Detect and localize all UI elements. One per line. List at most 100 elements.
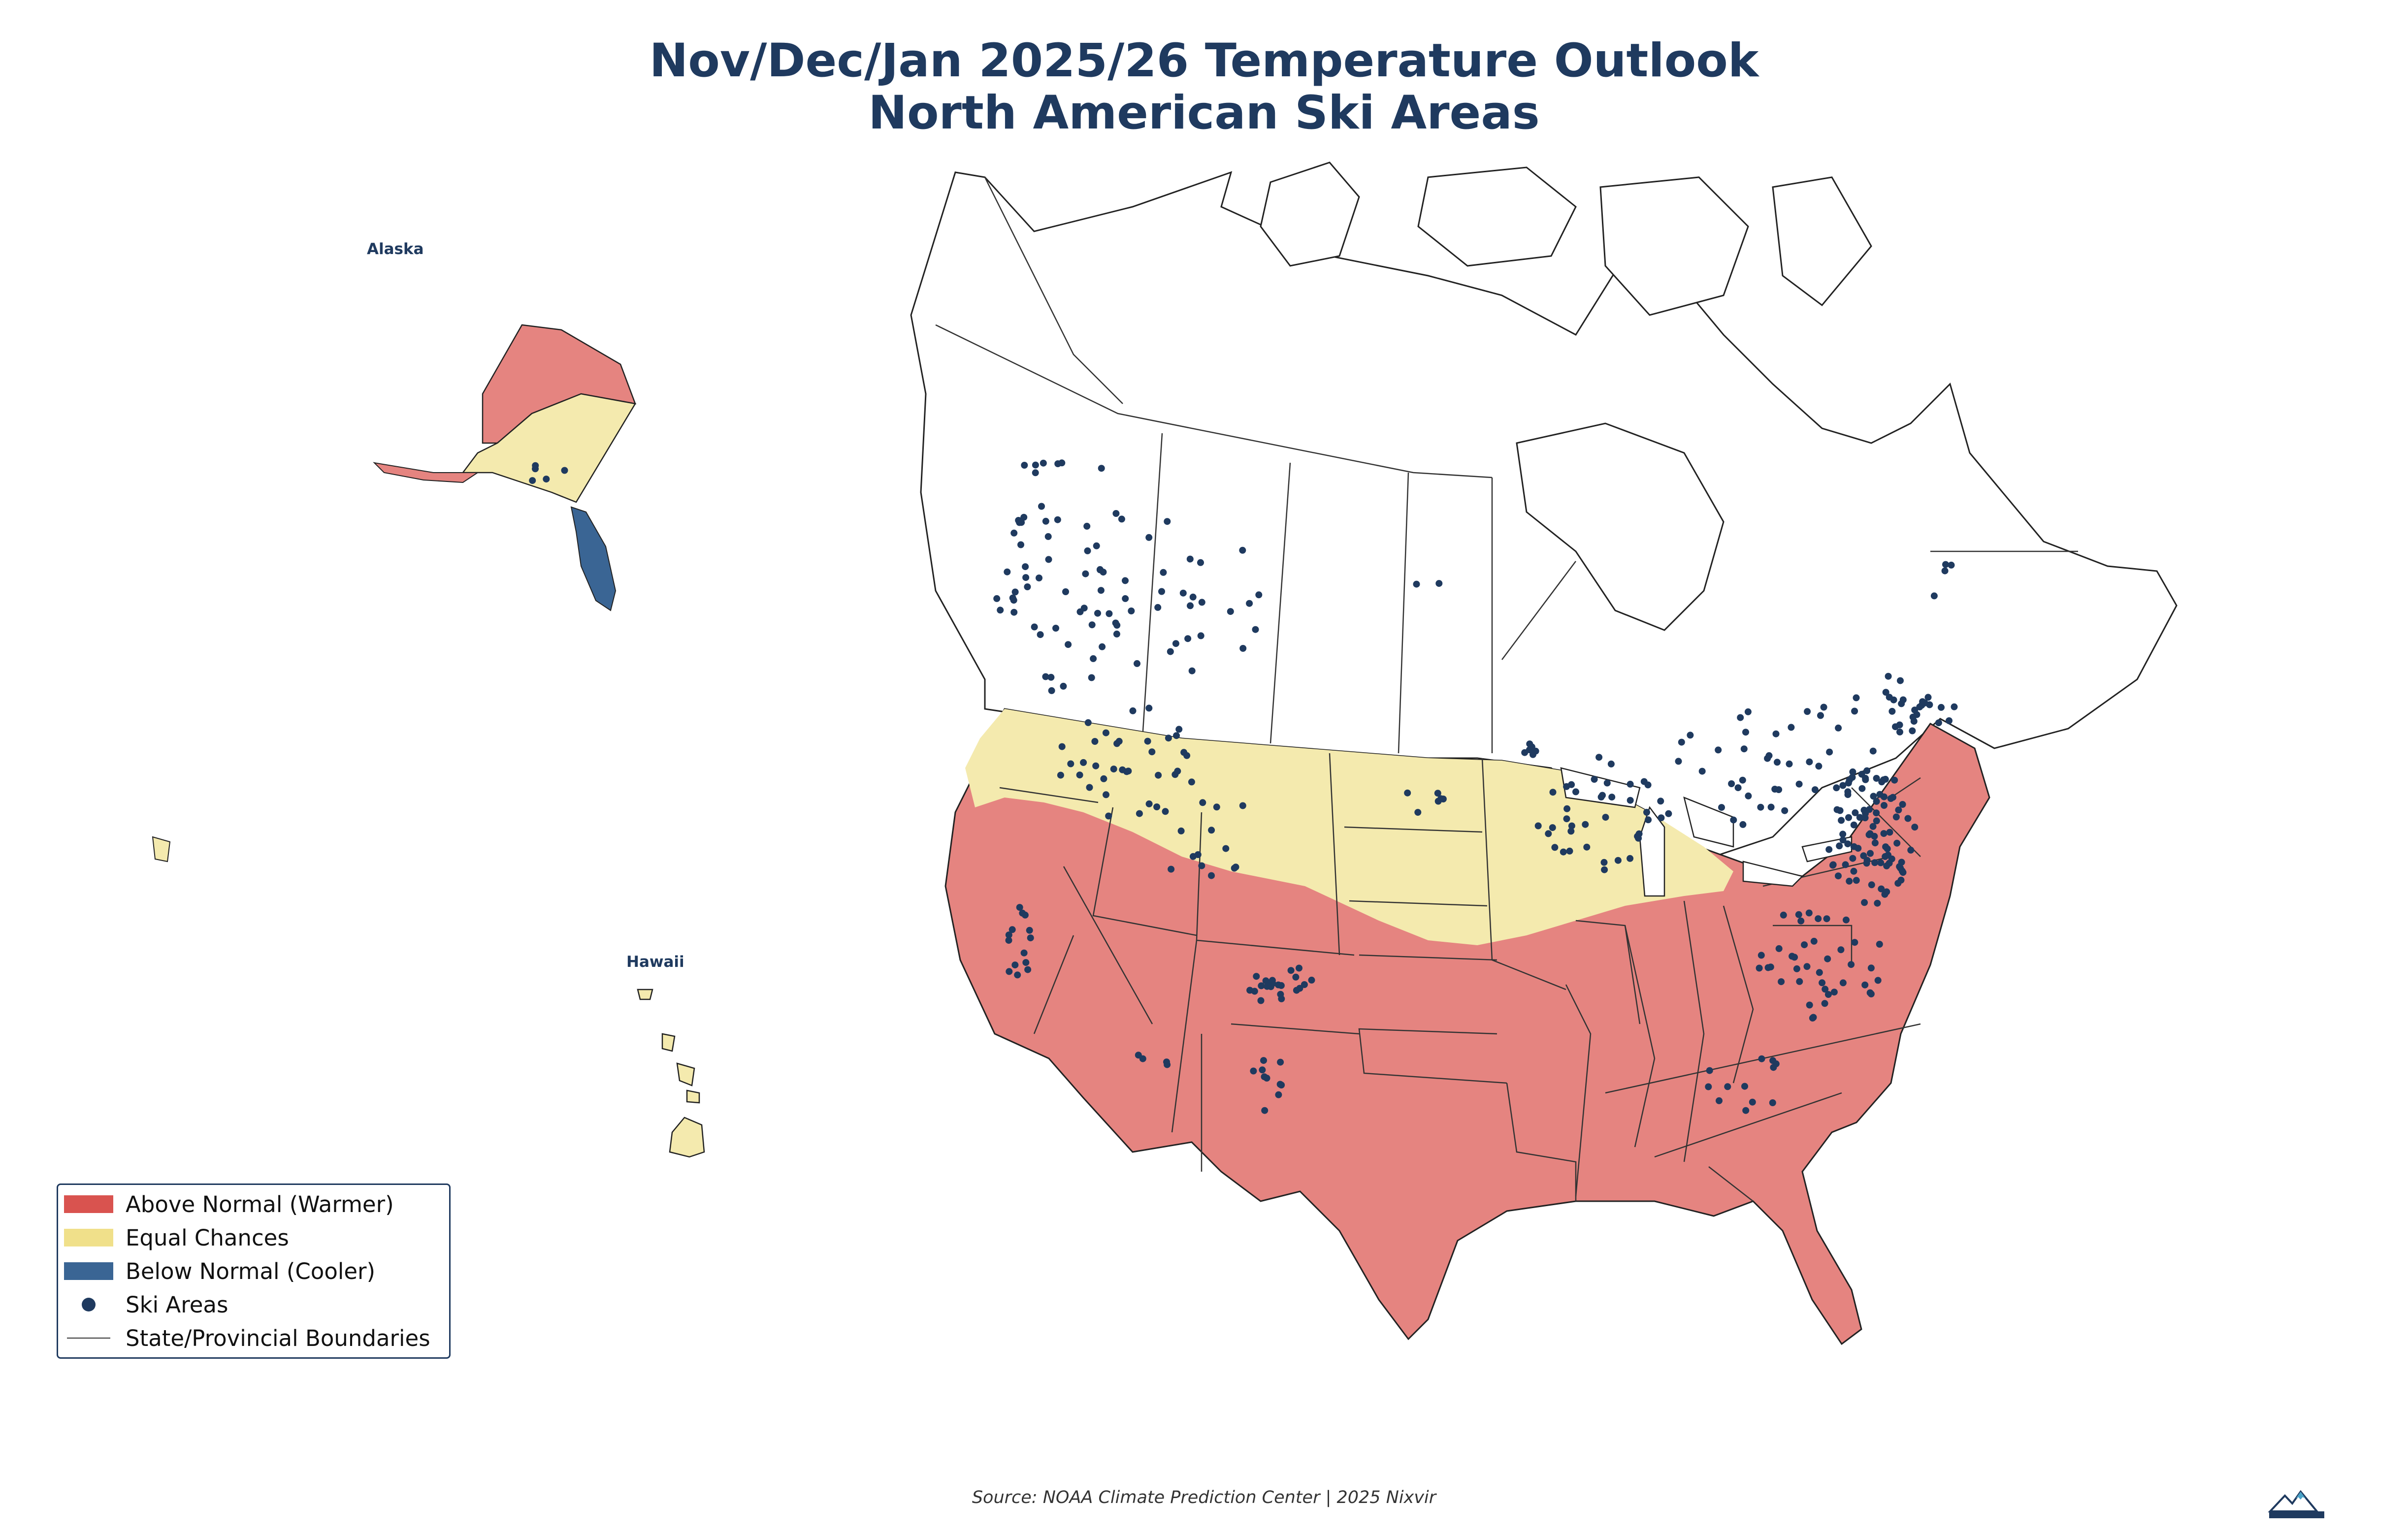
- ski-area-dot: [1899, 801, 1906, 808]
- ski-area-dot: [1826, 748, 1833, 756]
- ski-area-dot: [1911, 824, 1919, 831]
- ski-area-dot: [1756, 964, 1763, 972]
- ski-area-dot: [1054, 460, 1062, 467]
- ski-area-dot: [1208, 827, 1215, 834]
- ski-area-dot: [1795, 780, 1803, 788]
- ski-area-dot: [1549, 824, 1556, 831]
- ski-area-dot: [1767, 963, 1774, 971]
- ski-area-dot: [1678, 738, 1685, 746]
- ski-area-dot: [1842, 861, 1849, 868]
- ski-area-dot: [1895, 806, 1902, 814]
- ski-area-dot: [1658, 814, 1665, 822]
- ski-area-dot: [1199, 799, 1206, 806]
- ski-area-dot: [1846, 877, 1853, 885]
- ski-area-dot: [1899, 696, 1907, 703]
- ski-area-dot: [1739, 821, 1747, 828]
- ski-area-dot: [1801, 941, 1808, 949]
- ski-area-dot: [1568, 822, 1575, 830]
- ski-area-dot: [1060, 682, 1067, 690]
- ski-area-dot: [1563, 805, 1571, 812]
- ski-area-dot: [1599, 792, 1606, 799]
- ski-area-dot: [561, 467, 568, 474]
- ski-area-dot: [1022, 563, 1029, 571]
- ski-area-dot: [1796, 978, 1803, 985]
- ski-area-dot: [1024, 583, 1031, 590]
- ski-area-dot: [1741, 1083, 1748, 1090]
- ski-area-dot: [1208, 872, 1215, 879]
- ski-area-dot: [1853, 694, 1860, 702]
- ski-area-dot: [1103, 791, 1109, 799]
- ski-area-dot: [1758, 1055, 1765, 1062]
- ski-area-dot: [1037, 631, 1044, 639]
- ski-area-dot: [1011, 961, 1019, 969]
- ski-area-dot: [1278, 995, 1285, 1002]
- alaska-equal-chances: [461, 393, 637, 503]
- ski-area-dot: [1239, 546, 1246, 554]
- ski-area-dot: [1665, 810, 1672, 817]
- ski-area-dot: [1119, 766, 1126, 773]
- ski-area-dot: [1011, 588, 1019, 596]
- ski-area-dot: [1276, 1081, 1284, 1088]
- ski-area-dot: [1187, 602, 1194, 609]
- hawaii-equal-chances: [637, 989, 705, 1158]
- ski-area-dot: [1568, 781, 1575, 788]
- ski-area-dot: [1144, 737, 1151, 745]
- ski-area-dot: [1899, 869, 1907, 876]
- ski-area-dot: [1930, 592, 1938, 600]
- ski-area-dot: [1839, 979, 1847, 987]
- ski-area-dot: [1032, 461, 1039, 469]
- ski-area-dot: [1252, 626, 1259, 633]
- ski-area-dot: [1706, 1067, 1713, 1074]
- ski-area-dot: [1881, 802, 1887, 809]
- ski-area-dot: [1904, 815, 1912, 822]
- source-caption: Source: NOAA Climate Prediction Center |…: [972, 1488, 1436, 1507]
- ski-area-dot: [1155, 771, 1162, 779]
- ski-area-dot: [1935, 719, 1942, 727]
- ski-area-dot: [1873, 775, 1880, 782]
- ski-area-dot: [1608, 794, 1616, 801]
- ski-area-dot: [1092, 762, 1100, 769]
- ski-area-dot: [1100, 775, 1107, 782]
- ski-area-dot: [1740, 745, 1748, 753]
- legend-item-above: Above Normal (Warmer): [64, 1189, 394, 1219]
- map-subtitle: North American Ski Areas: [868, 86, 1540, 140]
- ski-area-dot: [997, 607, 1004, 614]
- ski-area-dot: [1097, 587, 1105, 594]
- ski-area-dot: [1833, 784, 1840, 792]
- ski-area-dot: [1728, 780, 1735, 787]
- ski-area-dot: [1040, 459, 1047, 467]
- ski-areas-layer: [529, 459, 1958, 1114]
- ski-area-dot: [1845, 779, 1852, 787]
- ski-area-dot: [1016, 904, 1023, 911]
- ski-area-dot: [1052, 625, 1059, 632]
- ski-area-dot: [1849, 768, 1856, 775]
- ski-area-dot: [1084, 719, 1092, 726]
- ski-area-dot: [1009, 926, 1016, 933]
- ski-area-dot: [1164, 1061, 1171, 1068]
- ski-area-dot: [1863, 860, 1870, 867]
- ski-area-dot: [1850, 867, 1857, 875]
- ski-area-dot: [1058, 743, 1066, 750]
- ski-area-dot: [1788, 724, 1795, 731]
- ski-area-dot: [1022, 574, 1030, 581]
- ski-area-dot: [1045, 556, 1052, 563]
- ski-area-dot: [1172, 640, 1179, 647]
- ski-area-dot: [1811, 786, 1819, 794]
- ski-area-dot: [1858, 785, 1866, 792]
- ski-area-dot: [1771, 786, 1779, 793]
- ski-area-dot: [1882, 853, 1889, 860]
- ski-area-dot: [1094, 609, 1101, 617]
- ski-area-dot: [1184, 635, 1192, 642]
- ski-area-dot: [1874, 899, 1881, 907]
- ski-area-dot: [1015, 517, 1022, 524]
- ski-area-dot: [1076, 608, 1084, 615]
- western-aleutian-equal: [152, 836, 171, 863]
- ski-area-dot: [1275, 1091, 1282, 1098]
- ski-area-dot: [1044, 533, 1052, 540]
- ski-area-dot: [1824, 955, 1831, 962]
- ski-area-dot: [1898, 859, 1905, 866]
- ski-area-dot: [1180, 749, 1188, 756]
- provincial-boundaries: [935, 177, 2078, 754]
- ski-area-dot: [529, 477, 536, 484]
- ski-area-dot: [1627, 780, 1634, 788]
